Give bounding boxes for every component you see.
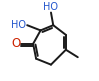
Text: O: O <box>11 37 20 50</box>
Text: HO: HO <box>43 2 59 12</box>
Text: HO: HO <box>11 20 26 30</box>
